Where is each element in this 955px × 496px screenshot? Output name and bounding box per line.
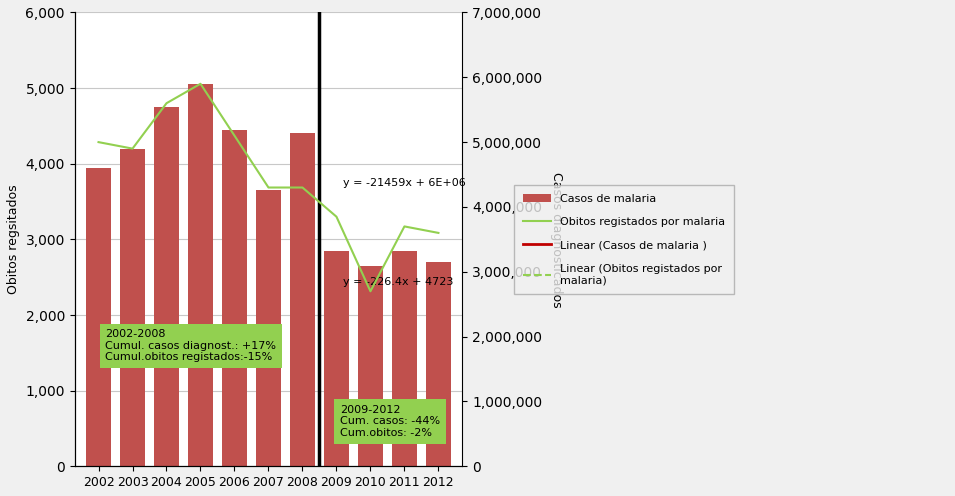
Bar [86, 168, 112, 466]
Text: 2009-2012
Cum. casos: -44%
Cum.obitos: -2%: 2009-2012 Cum. casos: -44% Cum.obitos: -… [340, 405, 440, 438]
Legend: Casos de malaria, Obitos registados por malaria, Linear (Casos de malaria ), Lin: Casos de malaria, Obitos registados por … [515, 185, 733, 294]
Text: 2002-2008
Cumul. casos diagnost.: +17%
Cumul.obitos registados:-15%: 2002-2008 Cumul. casos diagnost.: +17% C… [105, 329, 276, 363]
Text: y = -21459x + 6E+06: y = -21459x + 6E+06 [343, 179, 466, 188]
Bar [222, 129, 247, 466]
Bar [324, 251, 350, 466]
Bar [188, 84, 213, 466]
Bar [119, 149, 145, 466]
Bar [154, 107, 180, 466]
Text: y = -226.4x + 4723: y = -226.4x + 4723 [343, 277, 454, 287]
Bar [289, 133, 315, 466]
Y-axis label: Casos diagnosticados: Casos diagnosticados [550, 172, 562, 307]
Bar [426, 262, 451, 466]
Bar [256, 190, 281, 466]
Bar [392, 251, 417, 466]
Bar [358, 266, 383, 466]
Y-axis label: Obitos regsitados: Obitos regsitados [7, 185, 20, 294]
